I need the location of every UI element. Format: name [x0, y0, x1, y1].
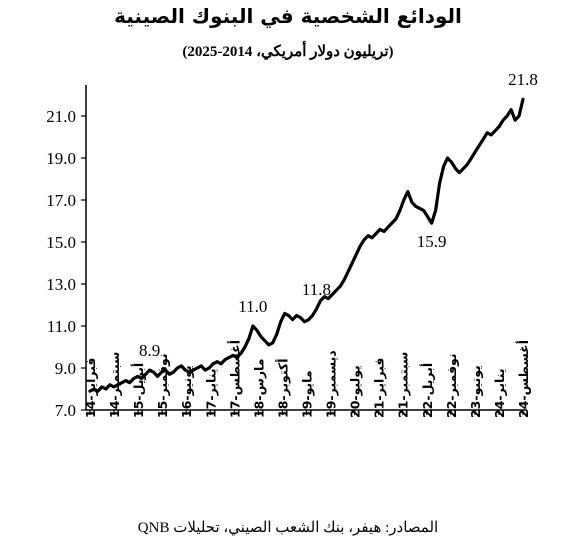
y-tick-label: 13.0 [46, 275, 76, 294]
x-tick-label: أغسطس-17 [226, 340, 242, 418]
x-tick-label: فبراير-14 [83, 358, 98, 418]
x-tick-label: يوليو-20 [348, 365, 363, 418]
y-tick-label: 9.0 [55, 359, 76, 378]
data-label: 11.8 [302, 280, 331, 299]
y-tick-label: 11.0 [47, 317, 76, 336]
x-tick-label: يناير-17 [203, 368, 218, 418]
y-tick-label: 17.0 [46, 191, 76, 210]
x-tick-label: يونيو-23 [468, 365, 483, 418]
x-tick-label: أبريل-15 [130, 363, 146, 418]
x-tick-label: سبتمبر-21 [396, 352, 411, 418]
chart-subtitle: (تريليون دولار أمريكي، 2014-2025) [182, 44, 394, 60]
x-tick-label: ديسمبر-19 [324, 350, 339, 418]
x-tick-label: أكتوبر-18 [274, 358, 290, 418]
chart-title: الودائع الشخصية في البنوك الصينية [114, 4, 462, 28]
y-tick-label: 19.0 [46, 149, 76, 168]
y-tick-label: 21.0 [46, 107, 76, 126]
data-label: 15.9 [417, 232, 447, 251]
x-tick-label: مارس-18 [251, 359, 266, 418]
x-tick-label: نوفمبر-15 [155, 353, 170, 418]
x-tick-label: يناير-24 [492, 368, 507, 418]
x-tick-label: فبراير-21 [372, 358, 387, 418]
x-tick-label: نوفمبر-22 [444, 353, 459, 418]
x-tick-label: يونيو-16 [179, 365, 194, 418]
y-tick-label: 15.0 [46, 233, 76, 252]
data-label: 11.0 [238, 297, 267, 316]
data-label: 8.9 [139, 341, 160, 360]
x-tick-label: مايو-19 [300, 370, 315, 418]
x-tick-label: أغسطس-24 [515, 340, 531, 418]
data-label: 21.8 [508, 70, 538, 89]
source-note: المصادر: هيفر، بنك الشعب الصيني، تحليلات… [137, 520, 439, 536]
series-line [88, 97, 525, 393]
y-tick-label: 7.0 [55, 401, 76, 420]
x-tick-label: أبريل-22 [419, 363, 435, 418]
